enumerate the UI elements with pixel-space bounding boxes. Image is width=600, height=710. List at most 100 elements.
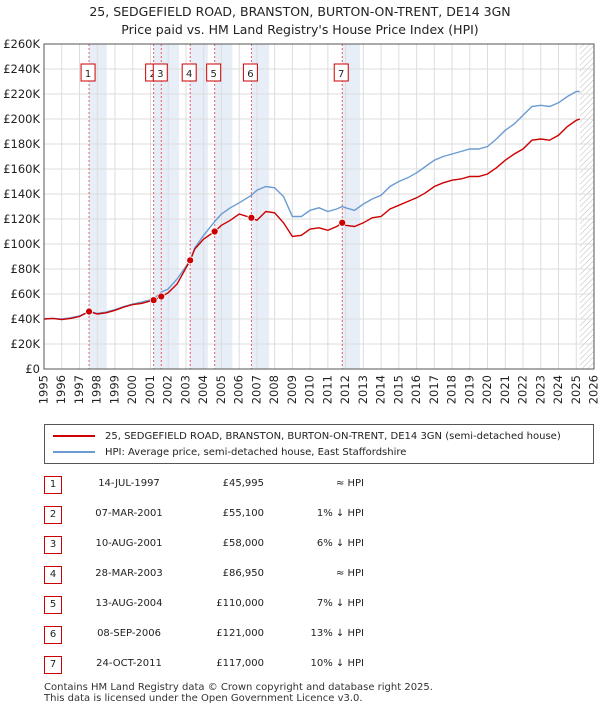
x-tick-label: 2009 <box>285 375 299 404</box>
plot-frame <box>43 43 595 370</box>
table-row: 3 10-AUG-2001 £58,000 6% ↓ HPI <box>44 534 464 554</box>
x-tick-label: 2014 <box>374 375 388 404</box>
table-row: 7 24-OCT-2011 £117,000 10% ↓ HPI <box>44 654 464 674</box>
table-row: 6 08-SEP-2006 £121,000 13% ↓ HPI <box>44 624 464 644</box>
x-tick-label: 2000 <box>125 375 139 404</box>
transaction-marker-box <box>206 63 222 82</box>
x-tick-label: 1996 <box>54 375 68 404</box>
x-tick-label: 2016 <box>409 375 423 404</box>
chart-subtitle: Price paid vs. HM Land Registry's House … <box>121 22 479 37</box>
transaction-point <box>338 218 347 227</box>
x-tick-label: 1999 <box>107 375 121 404</box>
chart-title: 25, SEDGEFIELD ROAD, BRANSTON, BURTON-ON… <box>89 4 511 19</box>
transaction-band <box>89 44 107 369</box>
transaction-marker-label: 2 <box>149 69 155 80</box>
plot-area <box>44 44 594 369</box>
x-tick-label: 2018 <box>445 375 459 404</box>
transaction-marker-label: 7 <box>338 69 344 80</box>
table-row: 1 14-JUL-1997 £45,995 ≈ HPI <box>44 474 464 494</box>
y-tick-label: £240K <box>3 62 40 76</box>
legend-label-hpi: HPI: Average price, semi-detached house,… <box>105 446 407 458</box>
x-tick-label: 1995 <box>37 375 51 404</box>
transaction-point <box>186 256 195 265</box>
transaction-marker-label: 1 <box>85 69 91 80</box>
transaction-hpi: ≈ HPI <box>335 568 364 579</box>
transaction-point <box>85 307 93 316</box>
x-tick-label: 2012 <box>338 375 352 404</box>
y-tick-label: £0 <box>25 362 40 376</box>
transaction-price: £110,000 <box>216 598 264 609</box>
footer: Contains HM Land Registry data © Crown c… <box>44 682 433 704</box>
transaction-marker-label: 6 <box>247 69 253 80</box>
transaction-number: 3 <box>44 536 62 554</box>
y-tick-label: £120K <box>3 212 40 226</box>
x-tick-label: 1998 <box>90 375 104 404</box>
transaction-marker-label: 5 <box>210 69 216 80</box>
legend-swatch-property <box>53 435 95 437</box>
legend: 25, SEDGEFIELD ROAD, BRANSTON, BURTON-ON… <box>44 424 594 464</box>
x-tick-label: 2005 <box>214 375 228 404</box>
transaction-marker-label: 4 <box>186 69 192 80</box>
x-tick-label: 2021 <box>498 375 512 404</box>
transaction-band <box>190 44 208 369</box>
x-tick-label: 1997 <box>72 375 86 404</box>
x-tick-label: 2004 <box>196 375 210 404</box>
transaction-price: £117,000 <box>216 658 264 669</box>
y-tick-label: £100K <box>3 237 40 251</box>
table-row: 2 07-MAR-2001 £55,100 1% ↓ HPI <box>44 504 464 524</box>
transaction-band <box>251 44 270 369</box>
table-row: 4 28-MAR-2003 £86,950 ≈ HPI <box>44 564 464 584</box>
transaction-band <box>214 44 233 369</box>
transaction-marker-box <box>181 63 197 82</box>
transaction-date: 24-OCT-2011 <box>96 658 162 669</box>
x-tick-label: 2011 <box>320 375 334 404</box>
y-tick-label: £160K <box>3 162 40 176</box>
transaction-price: £86,950 <box>222 568 264 579</box>
transaction-marker-box <box>80 63 96 82</box>
footer-line-1: Contains HM Land Registry data © Crown c… <box>44 682 433 693</box>
x-tick-label: 2006 <box>232 375 246 404</box>
legend-item-hpi: HPI: Average price, semi-detached house,… <box>53 444 406 460</box>
transaction-price: £58,000 <box>222 538 264 549</box>
x-tick-label: 2020 <box>480 375 494 404</box>
y-tick-label: £40K <box>11 312 41 326</box>
y-tick-label: £140K <box>3 187 40 201</box>
transaction-price: £121,000 <box>216 628 264 639</box>
transaction-hpi: 1% ↓ HPI <box>316 508 364 519</box>
transaction-point <box>247 213 256 222</box>
transaction-marker-box <box>152 63 168 82</box>
y-tick-label: £20K <box>11 337 41 351</box>
transaction-band <box>161 44 180 369</box>
transaction-number: 2 <box>44 506 62 524</box>
price-chart: £0 £20K £40K £60K £80K £100K £120K £140K £160K £1… <box>3 37 600 404</box>
transaction-hpi: 7% ↓ HPI <box>316 598 364 609</box>
transaction-hpi: 10% ↓ HPI <box>310 658 364 669</box>
x-tick-label: 2025 <box>569 375 583 404</box>
transaction-point <box>157 292 166 301</box>
x-tick-label: 2022 <box>516 375 530 404</box>
transaction-number: 6 <box>44 626 62 644</box>
transaction-hpi: ≈ HPI <box>335 478 364 489</box>
x-tick-label: 2015 <box>391 375 405 404</box>
x-tick-label: 2023 <box>533 375 547 404</box>
transaction-marker-box <box>333 63 349 82</box>
transaction-band <box>342 44 360 369</box>
x-tick-label: 2019 <box>462 375 476 404</box>
y-tick-label: £80K <box>11 262 41 276</box>
transaction-hpi: 6% ↓ HPI <box>316 538 364 549</box>
transaction-marker-box <box>242 63 258 82</box>
transaction-date: 08-SEP-2006 <box>97 628 161 639</box>
x-tick-label: 2008 <box>267 375 281 404</box>
y-tick-label: £180K <box>3 137 40 151</box>
property-line <box>43 118 581 321</box>
legend-label-property: 25, SEDGEFIELD ROAD, BRANSTON, BURTON-ON… <box>105 430 561 442</box>
hpi-line <box>43 90 580 320</box>
transaction-date: 14-JUL-1997 <box>98 478 160 489</box>
table-row: 5 13-AUG-2004 £110,000 7% ↓ HPI <box>44 594 464 614</box>
transaction-date: 28-MAR-2003 <box>95 568 163 579</box>
x-tick-label: 2017 <box>427 375 441 404</box>
transaction-number: 7 <box>44 656 62 674</box>
x-tick-label: 2003 <box>178 375 192 404</box>
transaction-date: 07-MAR-2001 <box>95 508 163 519</box>
transaction-price: £55,100 <box>222 508 264 519</box>
